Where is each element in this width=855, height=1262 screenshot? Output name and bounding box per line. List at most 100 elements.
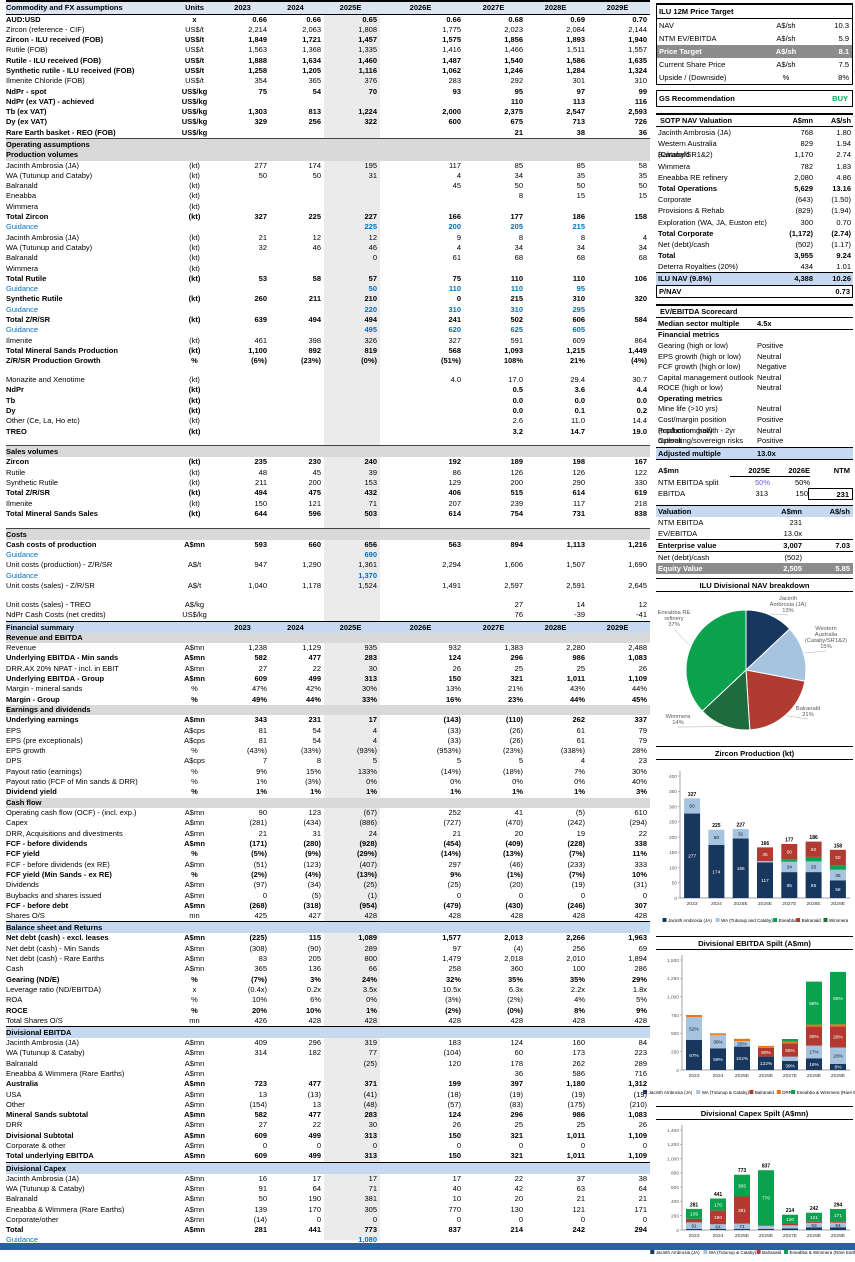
value-cell[interactable]: 50 bbox=[464, 181, 526, 191]
value-cell[interactable]: 81 bbox=[218, 736, 270, 746]
value-cell[interactable]: 54 bbox=[270, 736, 324, 746]
value-cell[interactable] bbox=[380, 427, 464, 437]
value-cell[interactable]: 30% bbox=[588, 767, 650, 777]
value-cell[interactable]: 425 bbox=[218, 911, 270, 922]
value-cell[interactable]: 2,591 bbox=[526, 581, 588, 591]
value-cell[interactable]: 1% bbox=[464, 787, 526, 797]
value-cell[interactable]: 252 bbox=[380, 808, 464, 818]
row-label[interactable]: Z/R/SR Production Growth bbox=[6, 356, 174, 366]
value-cell[interactable]: 50 bbox=[218, 1194, 270, 1204]
value-cell[interactable]: 0 bbox=[526, 1141, 588, 1151]
value-cell[interactable]: 13 bbox=[218, 1090, 270, 1100]
value-cell[interactable]: 1,449 bbox=[588, 346, 650, 356]
row-label[interactable]: Margin - mineral sands bbox=[6, 684, 174, 694]
row-units[interactable]: A$/t bbox=[174, 560, 218, 570]
value-cell[interactable]: 64 bbox=[588, 1184, 650, 1194]
sotp-amn-value[interactable]: 5,629 bbox=[769, 183, 813, 194]
value-cell[interactable]: 1,258 bbox=[218, 66, 270, 76]
value-cell[interactable]: 84 bbox=[588, 1038, 650, 1048]
value-cell[interactable]: 432 bbox=[324, 488, 380, 498]
value-cell[interactable]: 0.5 bbox=[464, 385, 526, 395]
value-cell[interactable]: (67) bbox=[324, 808, 380, 818]
value-cell[interactable]: 20 bbox=[464, 829, 526, 839]
value-cell[interactable]: 1,246 bbox=[464, 66, 526, 76]
value-cell[interactable]: 428 bbox=[526, 1016, 588, 1027]
value-cell[interactable]: 301 bbox=[526, 76, 588, 86]
value-cell[interactable]: 58 bbox=[270, 274, 324, 284]
scorecard-rating[interactable]: Neutral bbox=[757, 383, 813, 394]
value-cell[interactable]: 354 bbox=[218, 76, 270, 86]
value-cell[interactable]: 0 bbox=[380, 1141, 464, 1151]
value-cell[interactable]: 0.70 bbox=[588, 14, 650, 25]
value-cell[interactable]: 644 bbox=[218, 509, 270, 519]
value-cell[interactable] bbox=[526, 264, 588, 274]
value-cell[interactable]: 986 bbox=[526, 653, 588, 663]
value-cell[interactable]: 126 bbox=[464, 468, 526, 478]
sotp-ash-value[interactable]: 0.73 bbox=[812, 286, 852, 297]
sotp-amn-value[interactable]: (502) bbox=[769, 239, 813, 250]
value-cell[interactable]: 50 bbox=[270, 171, 324, 181]
row-units[interactable]: (kt) bbox=[174, 191, 218, 201]
value-cell[interactable]: 23% bbox=[464, 695, 526, 705]
value-cell[interactable]: 1,635 bbox=[588, 56, 650, 66]
value-cell[interactable]: 441 bbox=[270, 1225, 324, 1235]
sotp-amn-value[interactable]: 782 bbox=[769, 161, 813, 172]
value-cell[interactable]: 225 bbox=[324, 222, 380, 232]
value-cell[interactable]: 1,491 bbox=[380, 581, 464, 591]
value-cell[interactable]: (954) bbox=[324, 901, 380, 911]
row-units[interactable]: A$mn bbox=[174, 674, 218, 684]
value-cell[interactable]: 0 bbox=[526, 1215, 588, 1225]
row-label[interactable]: NdPr (ex VAT) - achieved bbox=[6, 97, 174, 107]
value-cell[interactable]: 14.7 bbox=[526, 427, 588, 437]
value-cell[interactable]: 35% bbox=[526, 975, 588, 985]
value-cell[interactable]: 25 bbox=[526, 1120, 588, 1130]
value-cell[interactable]: 935 bbox=[324, 643, 380, 653]
value-cell[interactable]: 186 bbox=[526, 212, 588, 222]
value-cell[interactable]: 0 bbox=[324, 1141, 380, 1151]
value-cell[interactable]: 177 bbox=[464, 212, 526, 222]
valuation-ash-value[interactable] bbox=[802, 528, 853, 539]
row-label[interactable]: Zircon bbox=[6, 457, 174, 467]
row-label[interactable]: WA (Tutunup and Cataby) bbox=[6, 171, 174, 181]
value-cell[interactable]: 121 bbox=[270, 499, 324, 509]
value-cell[interactable]: (9%) bbox=[270, 849, 324, 859]
row-label[interactable]: WA (Tutunup & Cataby) bbox=[6, 1048, 174, 1058]
row-label[interactable]: WA (Tutunup & Cataby) bbox=[6, 1184, 174, 1194]
value-cell[interactable]: (13) bbox=[270, 1090, 324, 1100]
ntm-value[interactable]: 50% bbox=[770, 477, 810, 489]
row-units[interactable]: % bbox=[174, 356, 218, 366]
value-cell[interactable]: 173 bbox=[526, 1048, 588, 1058]
value-cell[interactable]: 113 bbox=[526, 97, 588, 107]
value-cell[interactable]: 178 bbox=[464, 1059, 526, 1069]
value-cell[interactable]: 30% bbox=[324, 684, 380, 694]
section-header[interactable]: Divisional EBITDA bbox=[6, 1027, 650, 1039]
row-units[interactable]: A$/kg bbox=[174, 600, 218, 610]
value-cell[interactable]: 14 bbox=[526, 600, 588, 610]
metric-value[interactable]: 8% bbox=[807, 71, 852, 84]
value-cell[interactable]: 1,109 bbox=[588, 674, 650, 684]
value-cell[interactable]: 91 bbox=[218, 1184, 270, 1194]
value-cell[interactable]: (210) bbox=[588, 1100, 650, 1110]
row-units[interactable]: (kt) bbox=[174, 171, 218, 181]
value-cell[interactable]: 1,893 bbox=[526, 35, 588, 45]
value-cell[interactable]: 1,109 bbox=[588, 1131, 650, 1141]
value-cell[interactable]: 68 bbox=[588, 253, 650, 263]
row-label[interactable]: Guidance bbox=[6, 284, 174, 294]
value-cell[interactable]: 568 bbox=[380, 346, 464, 356]
value-cell[interactable]: 189 bbox=[464, 457, 526, 467]
value-cell[interactable]: (233) bbox=[526, 860, 588, 870]
row-units[interactable]: x bbox=[174, 985, 218, 995]
adjusted-value[interactable]: 13.0x bbox=[757, 448, 813, 460]
value-cell[interactable]: 79 bbox=[588, 726, 650, 736]
value-cell[interactable]: 16% bbox=[380, 695, 464, 705]
value-cell[interactable]: 813 bbox=[270, 107, 324, 117]
value-cell[interactable]: 0.1 bbox=[526, 406, 588, 416]
value-cell[interactable]: 27 bbox=[218, 664, 270, 674]
row-label[interactable]: Ilmenite Chloride (FOB) bbox=[6, 76, 174, 86]
value-cell[interactable]: 321 bbox=[464, 1151, 526, 1162]
value-cell[interactable] bbox=[270, 406, 324, 416]
value-cell[interactable]: 2,018 bbox=[464, 954, 526, 964]
value-cell[interactable]: 21 bbox=[218, 233, 270, 243]
ntm-value[interactable]: 50% bbox=[730, 477, 770, 489]
value-cell[interactable]: 330 bbox=[588, 478, 650, 488]
